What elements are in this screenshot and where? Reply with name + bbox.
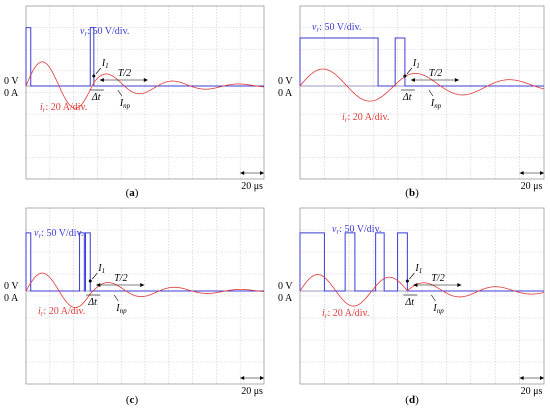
- half-period-label: T/2: [118, 68, 131, 79]
- grid: [300, 208, 544, 384]
- delta-label: Δt: [87, 297, 97, 308]
- peak-marker: [403, 74, 407, 78]
- zero-a-label: 0 A: [278, 88, 293, 99]
- half-period-label: T/2: [431, 273, 444, 284]
- peak-label: I1: [412, 58, 420, 70]
- plot-frame: [299, 5, 545, 180]
- zero-a-label: 0 A: [4, 88, 19, 99]
- zero-v-label: 0 V: [278, 281, 293, 292]
- peak-pointer: [95, 67, 102, 75]
- current-scale-label: ir: 20 A/div.: [38, 306, 85, 318]
- panel-caption: (b): [405, 187, 419, 199]
- panel-b: 0 V0 A vr: 50 V/div. ir: 20 A/div. I1 T/2 Δt I…: [278, 5, 545, 199]
- delta-label: Δt: [91, 92, 101, 103]
- zero-v-label: 0 V: [4, 281, 19, 292]
- peak-marker: [92, 74, 96, 78]
- current-scale-label: ir: 20 A/div.: [322, 308, 369, 320]
- peak-marker: [405, 279, 409, 283]
- peak-pointer: [406, 67, 413, 75]
- time-scale-label: 20 μs: [241, 386, 263, 397]
- time-scale-label: 20 μs: [241, 181, 263, 192]
- half-period-label: T/2: [114, 273, 127, 284]
- panel-caption: (a): [126, 187, 139, 199]
- current-scale-label: ir: 20 A/div.: [342, 112, 389, 124]
- panel-c: 0 V0 A vr: 50 V/div. ir: 20 A/div. I1 T/2 Δt I…: [4, 207, 265, 406]
- zero-a-label: 0 A: [4, 293, 19, 304]
- voltage-scale-label: vr: 50 V/div.: [34, 228, 83, 240]
- imp-label: Inp: [430, 98, 442, 110]
- voltage-trace: [25, 27, 264, 87]
- zero-v-label: 0 V: [4, 76, 19, 87]
- imp-label: Inp: [432, 303, 444, 315]
- imp-label: Inp: [115, 303, 127, 315]
- voltage-scale-label: vr: 50 V/div.: [332, 224, 381, 236]
- delta-label: Δt: [402, 92, 412, 103]
- current-scale-label: ir: 20 A/div.: [40, 102, 87, 114]
- panel-caption: (d): [405, 394, 419, 406]
- panel-caption: (c): [126, 394, 139, 406]
- peak-label: I1: [101, 58, 109, 70]
- plot-frame: [25, 207, 265, 385]
- voltage-scale-label: vr: 50 V/div.: [312, 22, 361, 34]
- imp-label: Inp: [119, 98, 131, 110]
- panel-d: 0 V0 A vr: 50 V/div. ir: 20 A/div. I1 T/2 Δt I…: [278, 207, 545, 406]
- current-trace: [299, 274, 545, 307]
- peak-marker: [88, 279, 92, 283]
- peak-label: I1: [414, 263, 422, 275]
- time-scale-label: 20 μs: [521, 386, 543, 397]
- grid: [26, 6, 264, 179]
- voltage-scale-label: vr: 50 V/div.: [80, 26, 129, 38]
- plot-frame: [25, 5, 265, 180]
- delta-label: Δt: [404, 297, 414, 308]
- time-scale-label: 20 μs: [521, 181, 543, 192]
- panel-a: 0 V0 A vr: 50 V/div. ir: 20 A/div. I1 T/2 Δt I…: [4, 5, 265, 199]
- plot-frame: [299, 207, 545, 385]
- imp-pointer: [431, 294, 436, 302]
- half-period-label: T/2: [429, 68, 442, 79]
- voltage-trace: [299, 37, 544, 87]
- peak-pointer: [92, 272, 98, 280]
- zero-v-label: 0 V: [278, 76, 293, 87]
- peak-label: I1: [97, 263, 105, 275]
- grid: [300, 6, 544, 179]
- voltage-trace: [25, 232, 264, 292]
- current-trace: [25, 61, 265, 109]
- peak-pointer: [409, 272, 415, 280]
- current-trace: [25, 272, 265, 308]
- current-trace: [299, 68, 545, 102]
- zero-a-label: 0 A: [278, 293, 293, 304]
- voltage-trace: [299, 232, 544, 292]
- imp-pointer: [117, 89, 123, 97]
- imp-pointer: [114, 294, 119, 302]
- imp-pointer: [428, 89, 434, 97]
